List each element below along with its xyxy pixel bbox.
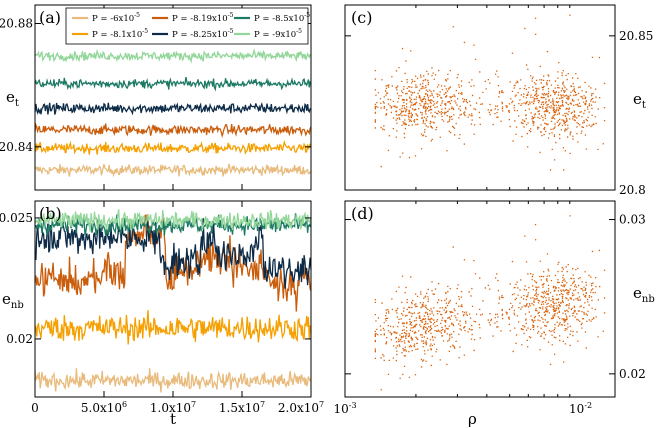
series-line: [34, 163, 312, 178]
x-tick-label: 0: [31, 401, 39, 415]
y-tick-label: 20.8: [619, 183, 646, 197]
series-line: [34, 209, 312, 232]
x-tick-label: 5.0x106: [81, 400, 127, 415]
panel-d-ylabel: enb: [633, 284, 655, 305]
x-tick-label: 10-3: [333, 401, 356, 416]
legend-label: P = -9x10-5: [254, 28, 302, 40]
legend-label: P = -8.19x10-5: [172, 12, 234, 24]
panel-d-label: (d): [351, 204, 374, 223]
y-tick-label: 0.02: [619, 367, 646, 381]
legend-label: P = -6x10-5: [92, 12, 140, 24]
panel-d: 0.02 0.03 10-3 10-2 (d) enb ρ: [333, 200, 655, 428]
legend-box: [65, 7, 309, 45]
legend-label: P = -8.25x10-5: [172, 28, 234, 40]
legend-label: P = -8.1x10-5: [92, 28, 148, 40]
series-line: [34, 122, 312, 139]
scatter-points: [374, 215, 606, 391]
series-line: [34, 102, 312, 116]
y-tick-label: 0.03: [619, 213, 646, 227]
panel-c: 20.8 20.85 (c) et: [344, 4, 653, 197]
panel-d-xlabel: ρ: [468, 410, 477, 428]
y-tick-label: 20.85: [619, 29, 653, 43]
panel-b: 0.02 0.025 0 5.0x106 1.0x107 1.5x107 2.0x107 (…: [0, 200, 324, 428]
series-line: [34, 47, 312, 64]
panel-c-label: (c): [351, 8, 372, 27]
y-tick-label: 0.025: [0, 211, 33, 225]
legend-label: P = -8.5x10-5: [254, 12, 310, 24]
panel-b-label: (b): [39, 204, 62, 223]
panel-a-ylabel: et: [6, 88, 19, 109]
panel-b-xlabel: t: [170, 410, 176, 428]
x-tick-label: 2.0x107: [278, 400, 324, 415]
y-tick-label: 20.84: [0, 140, 33, 154]
panel-b-ylabel: enb: [2, 290, 24, 311]
panel-a-label: (a): [39, 8, 61, 27]
x-tick-label: 1.0x107: [150, 400, 196, 415]
series-line: [34, 310, 312, 345]
legend: P = -6x10-5 P = -8.1x10-5 P = -8.19x10-5 P …: [65, 7, 310, 45]
y-tick-label: 0.02: [6, 332, 33, 346]
series-line: [34, 368, 312, 393]
x-tick-label: 10-2: [569, 401, 592, 416]
series-line: [34, 217, 312, 289]
series-line: [34, 76, 312, 92]
series-line: [34, 139, 312, 155]
panel-d-frame: [344, 200, 616, 398]
scatter-points: [374, 14, 606, 171]
panel-c-ylabel: et: [633, 90, 646, 111]
y-tick-label: 20.88: [0, 17, 33, 31]
panel-c-frame: [344, 4, 616, 191]
x-tick-label: 1.5x107: [219, 400, 265, 415]
panel-a: 20.84 20.88 (a) et P = -6x10-5 P = -8.1x10…: [0, 4, 312, 191]
